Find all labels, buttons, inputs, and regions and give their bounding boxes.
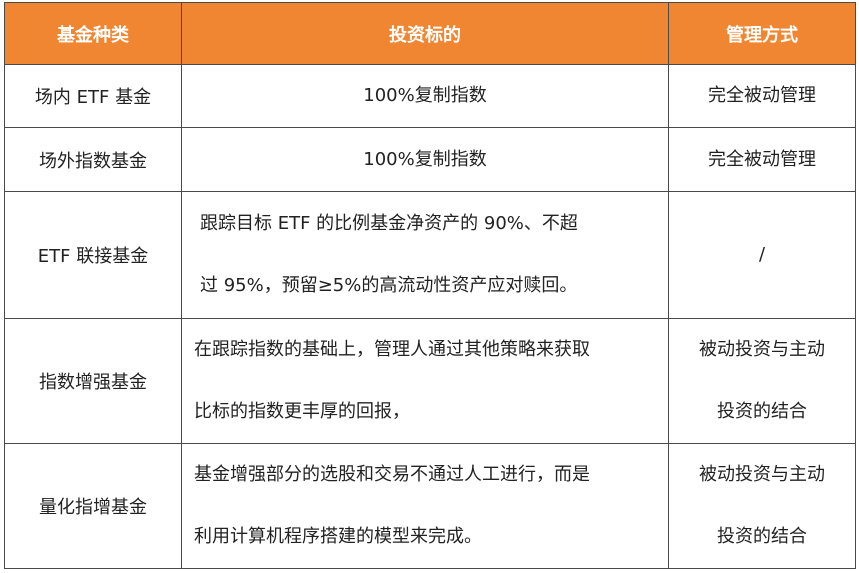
management-cell: 完全被动管理 <box>668 64 856 128</box>
table-row: 场外指数基金 100%复制指数 完全被动管理 <box>4 127 856 192</box>
investment-target-cell: 跟踪目标 ETF 的比例基金净资产的 90%、不超 过 95%，预留≥5%的高流… <box>181 191 669 319</box>
header-investment-target: 投资标的 <box>181 2 669 65</box>
fund-type-cell: 场内 ETF 基金 <box>4 64 182 128</box>
management-cell: 被动投资与主动 投资的结合 <box>668 318 856 444</box>
management-text: 完全被动管理 <box>708 148 816 170</box>
fund-type-cell: 量化指增基金 <box>4 443 182 569</box>
management-text-line-2: 投资的结合 <box>717 526 807 547</box>
management-text: 完全被动管理 <box>708 85 816 106</box>
management-text: / <box>758 244 766 265</box>
target-text: 100%复制指数 <box>363 148 487 170</box>
target-text-line-1: 基金增强部分的选股和交易不通过人工进行，而是 <box>194 464 590 485</box>
investment-target-cell: 基金增强部分的选股和交易不通过人工进行，而是 利用计算机程序搭建的模型来完成。 <box>181 443 669 569</box>
target-text: 100%复制指数 <box>363 85 487 106</box>
fund-type-cell: 场外指数基金 <box>4 127 182 192</box>
fund-type-cell: 指数增强基金 <box>4 318 182 444</box>
management-cell: / <box>668 191 856 319</box>
target-text-line-1: 跟踪目标 ETF 的比例基金净资产的 90%、不超 <box>200 213 578 234</box>
target-text-line-1: 在跟踪指数的基础上，管理人通过其他策略来获取 <box>194 339 590 360</box>
investment-target-cell: 在跟踪指数的基础上，管理人通过其他策略来获取 比标的指数更丰厚的回报， <box>181 318 669 444</box>
management-cell: 完全被动管理 <box>668 127 856 192</box>
management-text-line-1: 被动投资与主动 <box>699 339 825 360</box>
management-cell: 被动投资与主动 投资的结合 <box>668 443 856 569</box>
investment-target-cell: 100%复制指数 <box>181 64 669 128</box>
table-header-row: 基金种类 投资标的 管理方式 <box>4 2 856 65</box>
management-text-line-1: 被动投资与主动 <box>699 464 825 485</box>
target-text-line-2: 利用计算机程序搭建的模型来完成。 <box>194 526 482 547</box>
table-row: ETF 联接基金 跟踪目标 ETF 的比例基金净资产的 90%、不超 过 95%… <box>4 191 856 319</box>
header-fund-type: 基金种类 <box>4 2 182 65</box>
table-row: 指数增强基金 在跟踪指数的基础上，管理人通过其他策略来获取 比标的指数更丰厚的回… <box>4 318 856 444</box>
target-text-line-2: 过 95%，预留≥5%的高流动性资产应对赎回。 <box>200 275 578 296</box>
fund-comparison-table: 基金种类 投资标的 管理方式 场内 ETF 基金 100%复制指数 完全被动管理… <box>4 2 856 569</box>
fund-type-cell: ETF 联接基金 <box>4 191 182 319</box>
header-management-style: 管理方式 <box>668 2 856 65</box>
management-text-line-2: 投资的结合 <box>717 401 807 422</box>
target-text-line-2: 比标的指数更丰厚的回报， <box>194 401 410 422</box>
table-row: 场内 ETF 基金 100%复制指数 完全被动管理 <box>4 64 856 128</box>
table-row: 量化指增基金 基金增强部分的选股和交易不通过人工进行，而是 利用计算机程序搭建的… <box>4 443 856 569</box>
investment-target-cell: 100%复制指数 <box>181 127 669 192</box>
